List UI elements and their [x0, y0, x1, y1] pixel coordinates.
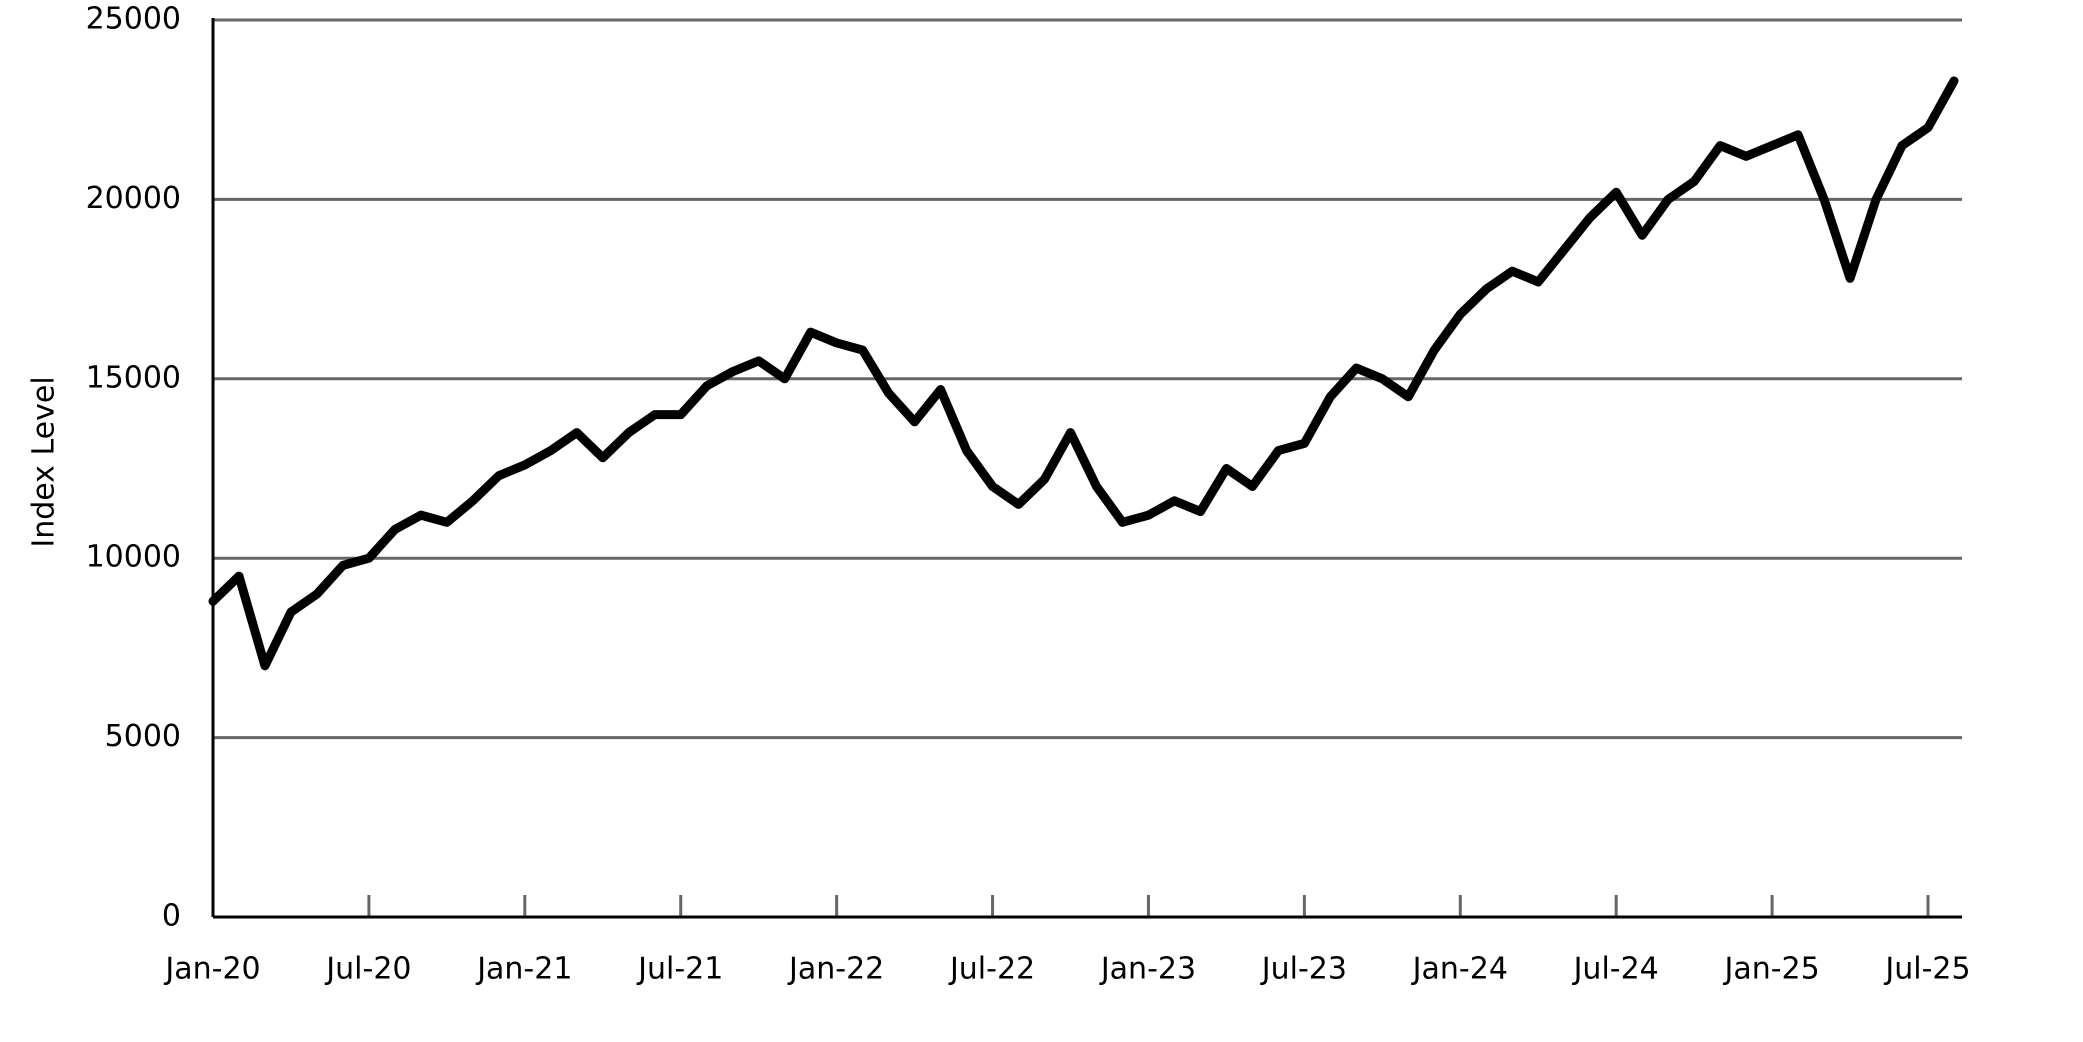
x-tick-label: Jan-23 [1099, 952, 1196, 987]
y-tick-label: 0 [162, 899, 181, 934]
y-tick-label: 25000 [86, 2, 181, 37]
x-tick-label: Jul-23 [1260, 952, 1347, 987]
y-tick-label: 20000 [86, 181, 181, 216]
x-tick-label: Jan-21 [475, 952, 572, 987]
x-tick-label: Jul-20 [324, 952, 411, 987]
y-tick-label: 5000 [105, 719, 181, 754]
x-tick-label: Jan-22 [787, 952, 884, 987]
y-tick-label: 10000 [86, 540, 181, 575]
x-tick-label: Jul-22 [948, 952, 1035, 987]
x-tick-label: Jul-25 [1883, 952, 1970, 987]
y-axis-label: Index Level [27, 376, 62, 547]
x-tick-label: Jul-24 [1572, 952, 1659, 987]
data-line [208, 76, 1959, 671]
x-tick-label: Jan-20 [163, 952, 260, 987]
y-tick-label: 15000 [86, 360, 181, 395]
x-tick-label: Jan-24 [1411, 952, 1508, 987]
x-tick-label: Jul-21 [636, 952, 723, 987]
x-tick-label: Jan-25 [1722, 952, 1819, 987]
